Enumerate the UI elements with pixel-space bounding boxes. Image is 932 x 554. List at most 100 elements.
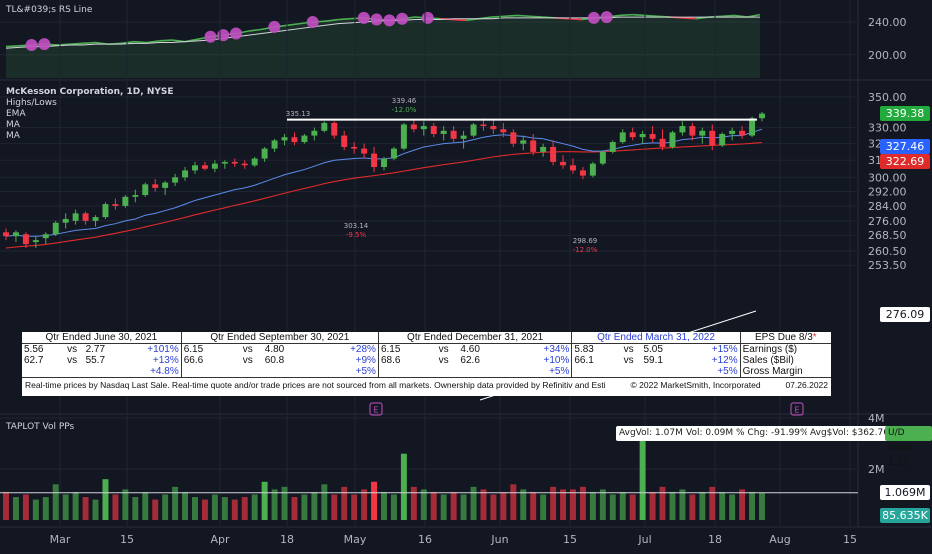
- volume-bar: [450, 491, 457, 520]
- candle-body: [649, 133, 656, 139]
- volume-bar: [341, 486, 348, 520]
- candle-body: [560, 161, 567, 166]
- candle-body: [440, 130, 447, 134]
- eps-header-q1: Qtr Ended June 30, 2021: [22, 332, 182, 344]
- eps-value: [180, 366, 233, 377]
- candle-body: [749, 118, 756, 136]
- volume-bar: [480, 489, 487, 520]
- eps-value: 6.15: [377, 343, 429, 355]
- candle-body: [351, 146, 358, 149]
- volume-bar: [609, 494, 616, 520]
- rs-line-segment: [517, 14, 531, 18]
- candle-body: [599, 151, 606, 164]
- rs-new-high-dot: [25, 38, 38, 51]
- rs-line-segment: [159, 39, 173, 42]
- eps-change: +28%: [350, 344, 376, 355]
- ud-ratio-stat: U/D Ratio: 1.13: [885, 426, 932, 468]
- candle-body: [510, 132, 517, 144]
- candle-body: [291, 137, 298, 143]
- volume-bar: [271, 489, 278, 520]
- current-volume-badge: 85.635K: [880, 508, 930, 523]
- candle-body: [152, 184, 159, 188]
- eps-change: +5%: [549, 366, 570, 377]
- rs-line-segment: [453, 18, 467, 22]
- eps-table-row: 62.7 vs 55.7 +13% 66.6 vs 60.8 +9% 68.6 vs 62.6 +10…: [22, 355, 831, 366]
- avg-volume-badge: 1.069M: [880, 485, 930, 500]
- eps-vs: vs: [242, 344, 253, 355]
- vol-stat: Vol: 0.09M: [683, 426, 737, 441]
- rs-new-high-dot: [38, 38, 51, 51]
- volume-bar: [400, 453, 407, 520]
- eps-value: 68.6: [377, 355, 429, 366]
- volume-bar: [182, 491, 189, 520]
- time-tick-label: 15: [120, 533, 134, 546]
- eps-change: +5%: [717, 366, 738, 377]
- candle-body: [261, 148, 268, 159]
- rs-area-fill: [6, 14, 760, 79]
- candle-body: [371, 153, 378, 168]
- eps-change: +10%: [543, 355, 570, 366]
- indicator-ma-2: MA: [6, 131, 20, 141]
- candle-body: [729, 130, 736, 134]
- eps-change: +9%: [355, 355, 376, 366]
- price-annotation: 339.46: [392, 97, 417, 105]
- volume-bar: [142, 491, 149, 520]
- time-tick-label: Aug: [769, 533, 790, 546]
- price-tick-label: 350.00: [868, 91, 907, 104]
- rs-new-high-dot: [370, 13, 383, 26]
- volume-bar: [699, 491, 706, 520]
- price-tick-label: 253.50: [868, 259, 907, 272]
- rs-moving-average: [5, 16, 760, 49]
- candle-body: [579, 170, 586, 176]
- rs-line-segment: [57, 43, 70, 46]
- candle-body: [102, 204, 109, 218]
- candle-body: [699, 130, 706, 136]
- price-chart-title: McKesson Corporation, 1D, NYSE: [6, 87, 174, 97]
- candle-body: [311, 130, 318, 136]
- volume-bar: [112, 494, 119, 520]
- volume-bar: [410, 486, 417, 520]
- candle-body: [689, 126, 696, 136]
- avg-vol-stat: AvgVol: 1.07M: [616, 426, 686, 441]
- eps-vs: [61, 366, 84, 377]
- footer-copyright: © 2022 MarketSmith, Incorporated: [630, 380, 761, 390]
- eps-value: 59.1: [643, 355, 663, 366]
- price-tick-label: 300.00: [868, 171, 907, 184]
- candle-body: [639, 133, 646, 138]
- rs-new-high-dot: [306, 16, 319, 28]
- candle-body: [331, 122, 338, 136]
- indicator-highs-lows: Highs/Lows: [6, 98, 57, 108]
- candle-body: [3, 232, 9, 237]
- eps-value: 66.6: [180, 355, 233, 366]
- candle-body: [500, 129, 507, 133]
- rs-line-segment: [632, 13, 646, 17]
- eps-change: +13%: [152, 355, 179, 366]
- rs-line-segment: [644, 14, 658, 18]
- candle-body: [231, 161, 238, 164]
- candle-body: [162, 182, 169, 188]
- volume-bar: [102, 479, 109, 520]
- volume-bar: [62, 494, 69, 520]
- earnings-marker-box: [369, 402, 383, 416]
- rs-new-high-dot: [600, 11, 613, 24]
- eps-vs: vs: [438, 344, 449, 355]
- volume-bar: [759, 492, 765, 520]
- indicator-ema: EMA: [6, 109, 26, 119]
- volume-bar: [42, 497, 49, 520]
- rs-line-segment: [69, 42, 83, 45]
- volume-label: TAPLOT Vol PPs: [6, 422, 75, 432]
- eps-table-footer: Real-time prices by Nasdaq Last Sale. Re…: [22, 377, 831, 392]
- candle-body: [669, 132, 676, 147]
- rs-new-high-dot: [383, 14, 396, 27]
- eps-table-row: 5.56 vs 2.77 +101% 6.15 vs 4.80 +28% 6.15 vs 4.60 +…: [22, 343, 831, 355]
- volume-bar: [281, 486, 288, 520]
- candle-body: [400, 124, 407, 149]
- volume-bar: [510, 484, 517, 520]
- volume-bar: [540, 494, 547, 520]
- time-tick-label: 18: [708, 533, 722, 546]
- footer-date: 07.26.2022: [785, 380, 828, 390]
- candle-body: [619, 132, 626, 143]
- eps-table-header: Qtr Ended June 30, 2021 Qtr Ended Septem…: [22, 332, 831, 344]
- eps-header-q2: Qtr Ended September 30, 2021: [180, 332, 379, 344]
